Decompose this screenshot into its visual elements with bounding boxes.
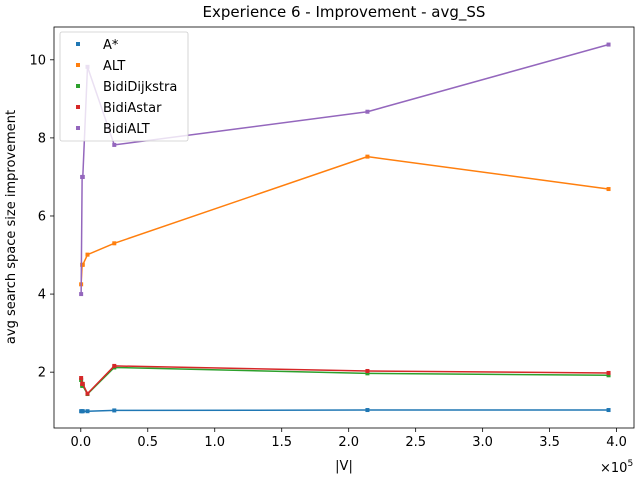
data-point — [365, 154, 370, 159]
data-point — [606, 187, 611, 192]
data-point — [606, 370, 611, 375]
axes-spines — [53, 26, 635, 429]
data-point — [606, 373, 611, 378]
data-point — [79, 376, 84, 381]
data-point — [606, 408, 611, 413]
legend-item: ALT — [76, 59, 125, 74]
y-tick-label: 8 — [38, 131, 46, 146]
legend-box — [59, 31, 189, 142]
x-tick-label: 1.0 — [204, 435, 225, 450]
legend-marker — [76, 126, 80, 130]
legend-marker — [76, 84, 80, 88]
data-point — [112, 363, 117, 368]
legend-item: A* — [76, 38, 119, 53]
legend-marker — [76, 42, 80, 46]
x-axis-label: |V| — [335, 459, 353, 474]
legend-label: ALT — [103, 59, 125, 74]
data-point — [606, 42, 611, 47]
x-offset-exponent: 5 — [627, 459, 633, 469]
series-a- — [79, 408, 611, 414]
legend-item: BidiALT — [76, 122, 150, 137]
data-point — [80, 409, 85, 414]
x-tick-label: 2.5 — [405, 435, 426, 450]
legend-label: BidiALT — [103, 122, 150, 137]
data-point — [80, 381, 85, 386]
data-point — [80, 262, 85, 267]
series-layer — [79, 42, 611, 414]
x-axis: 0.0 0.5 1.0 1.5 2.0 2.5 3.0 3.5 4.0 — [70, 428, 627, 450]
y-tick-label: 2 — [38, 366, 46, 381]
data-point — [112, 142, 117, 147]
legend-marker — [76, 105, 80, 109]
data-point — [365, 371, 370, 376]
chart-title: Experience 6 - Improvement - avg_SS — [203, 3, 486, 22]
legend-item: BidiDijkstra — [76, 80, 177, 95]
x-tick-label: 0.5 — [137, 435, 158, 450]
data-point — [85, 391, 90, 396]
data-point — [112, 408, 117, 413]
x-tick-label: 4.0 — [606, 435, 627, 450]
data-point — [365, 368, 370, 373]
y-tick-label: 4 — [38, 288, 46, 303]
y-axis-label: avg search space size improvement — [4, 110, 19, 344]
data-point — [85, 252, 90, 257]
data-point — [79, 292, 84, 297]
data-point — [112, 241, 117, 246]
x-axis-offset-label: ×105 — [600, 459, 633, 476]
legend-label: BidiAstar — [103, 101, 162, 116]
x-tick-label: 0.0 — [70, 435, 91, 450]
data-point — [365, 109, 370, 114]
data-point — [365, 408, 370, 413]
data-point — [80, 174, 85, 179]
x-tick-label: 3.5 — [539, 435, 560, 450]
legend-marker — [76, 63, 80, 67]
x-tick-label: 3.0 — [472, 435, 493, 450]
legend-item: BidiAstar — [76, 101, 162, 116]
axes-frame — [53, 26, 635, 429]
data-point — [85, 409, 90, 414]
legend-label: BidiDijkstra — [103, 80, 177, 95]
legend-label: A* — [103, 38, 119, 53]
y-tick-label: 6 — [38, 209, 46, 224]
x-offset-base: ×10 — [600, 461, 627, 476]
x-tick-label: 2.0 — [338, 435, 359, 450]
y-axis: 2 4 6 8 10 — [29, 53, 54, 381]
series-bidiastar — [79, 363, 611, 396]
legend: A* ALT BidiDijkstra BidiAstar BidiALT — [59, 31, 189, 142]
x-tick-label: 1.5 — [271, 435, 292, 450]
y-tick-label: 10 — [29, 53, 46, 68]
